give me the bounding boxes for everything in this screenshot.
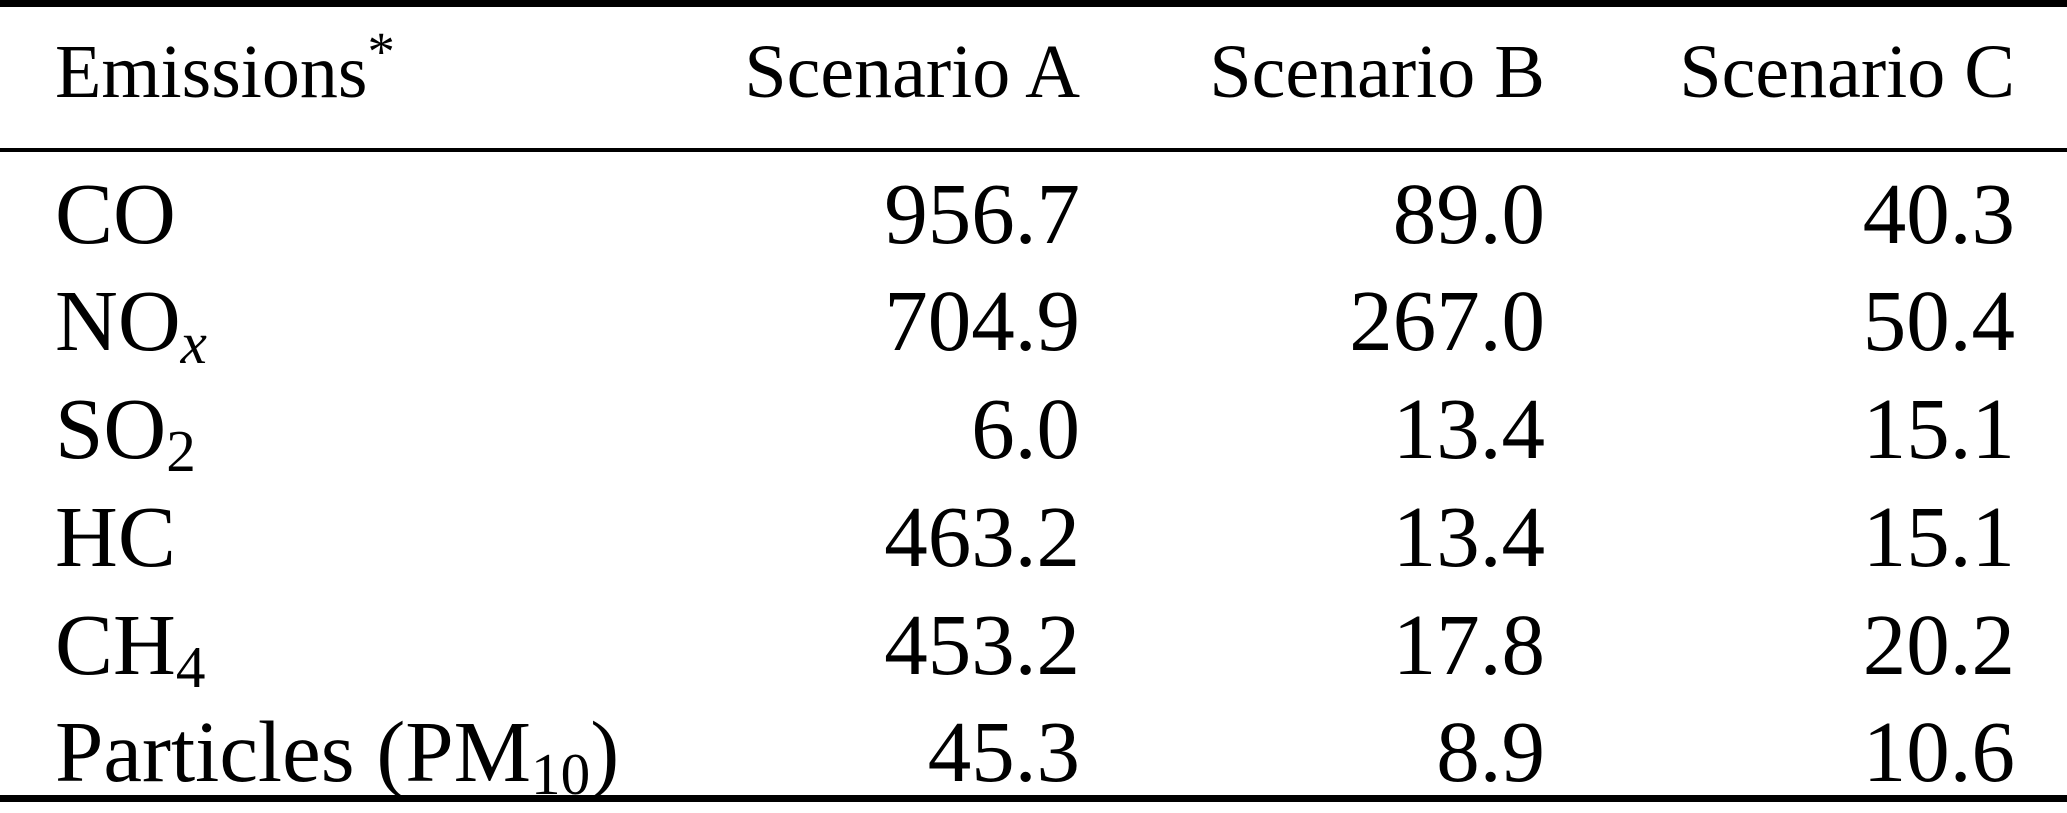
row-label: CO <box>55 165 176 262</box>
row-label: HC <box>55 488 176 585</box>
table-row: CO 956.7 89.0 40.3 <box>0 150 2067 258</box>
value-cell: 453.2 <box>884 596 1080 693</box>
table-header: Emissions* Scenario A Scenario B Scenario C <box>0 4 2067 150</box>
value-cell: 13.4 <box>1392 380 1545 477</box>
row-label: SO2 <box>55 380 196 484</box>
value-cell: 15.1 <box>1862 380 2015 477</box>
subscript: x <box>180 310 207 376</box>
row-label: NOx <box>55 272 207 376</box>
value-cell: 17.8 <box>1392 596 1545 693</box>
subscript: 2 <box>166 418 196 484</box>
value-cell: 40.3 <box>1862 165 2015 262</box>
superscript: * <box>367 20 395 82</box>
value-cell: 463.2 <box>884 488 1080 585</box>
column-header-scenario-c: Scenario C <box>1679 30 2015 115</box>
column-header-scenario-a: Scenario A <box>744 30 1080 115</box>
value-cell: 45.3 <box>927 702 1080 800</box>
value-cell: 956.7 <box>884 165 1080 262</box>
value-cell: 89.0 <box>1392 165 1545 262</box>
column-header-scenario-b: Scenario B <box>1209 30 1545 115</box>
value-cell: 10.6 <box>1862 702 2015 800</box>
subscript: 4 <box>175 634 206 700</box>
table-row: NOx 704.9 267.0 50.4 <box>0 258 2067 376</box>
value-cell: 50.4 <box>1862 272 2015 369</box>
table-row: HC 463.2 13.4 15.1 <box>0 474 2067 582</box>
row-label: CH4 <box>55 596 206 700</box>
value-cell: 6.0 <box>971 380 1080 477</box>
table-row: SO2 6.0 13.4 15.1 <box>0 366 2067 484</box>
table-row: CH4 453.2 17.8 20.2 <box>0 582 2067 700</box>
table-body: CO 956.7 89.0 40.3 NOx 704.9 267.0 50.4 SO2 6.0 13… <box>0 150 2067 807</box>
value-cell: 267.0 <box>1349 272 1545 369</box>
value-cell: 13.4 <box>1392 488 1545 585</box>
value-cell: 15.1 <box>1862 488 2015 585</box>
value-cell: 704.9 <box>884 272 1080 369</box>
row-label: Particles (PM10) <box>55 702 620 807</box>
subscript: 10 <box>531 740 591 807</box>
value-cell: 8.9 <box>1436 702 1545 800</box>
value-cell: 20.2 <box>1862 596 2015 693</box>
table-row: Particles (PM10) 45.3 8.9 10.6 <box>0 690 2067 807</box>
column-header-emissions: Emissions* <box>55 20 395 115</box>
header-row: Emissions* Scenario A Scenario B Scenario C <box>0 4 2067 150</box>
